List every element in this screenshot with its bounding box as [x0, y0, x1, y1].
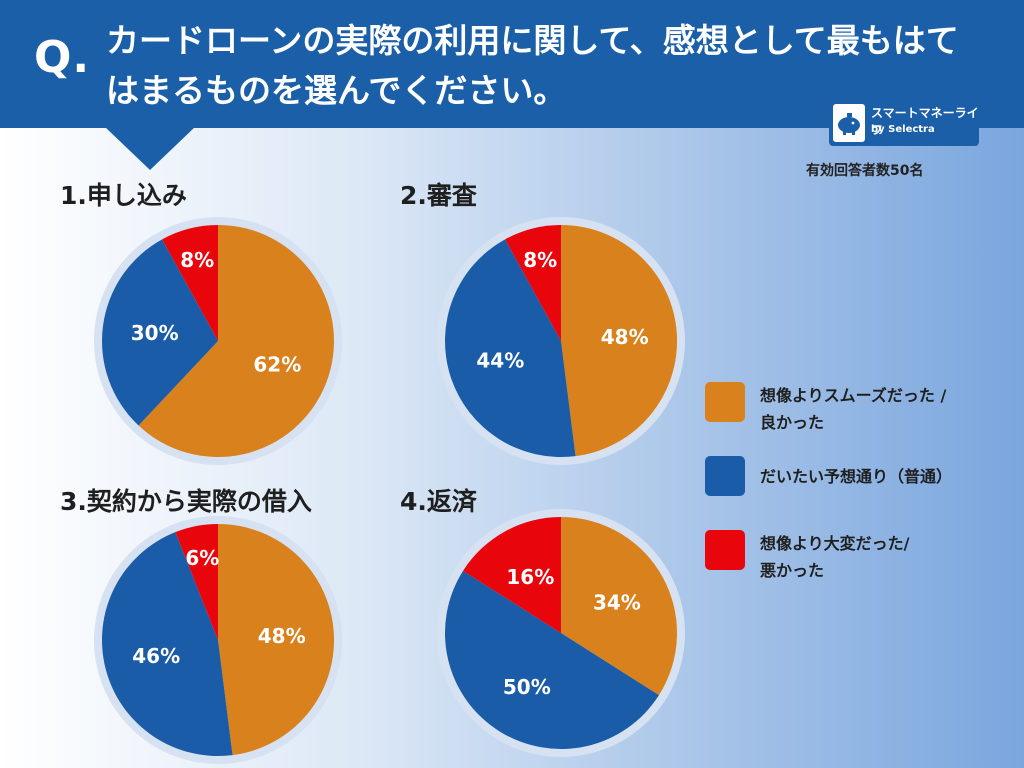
pie-3-slice-good [218, 524, 335, 756]
brand-logo: スマートマネーライフ by Selectra [829, 100, 979, 146]
pie-1-label-normal: 30% [131, 321, 179, 345]
logo-byline: by Selectra [871, 124, 935, 135]
legend-label-good: 想像よりスムーズだった / 良かった [760, 386, 947, 432]
pie-1-slice-normal [102, 239, 218, 426]
question-banner-tail [104, 126, 196, 170]
pie-chart-apply: 62% 30% 8% [94, 217, 342, 465]
legend-swatch-good [705, 382, 745, 422]
pie-2-title: 2.審査 [400, 181, 477, 210]
piggy-bank-icon [833, 104, 865, 142]
pie-3-title: 3.契約から実際の借入 [60, 487, 312, 516]
pie-4-title: 4.返済 [400, 487, 477, 516]
question-mark-label: Q. [34, 32, 91, 83]
pie-3-slice-normal [102, 532, 233, 757]
pie-3-label-bad: 6% [185, 546, 219, 570]
pie-3-label-good: 48% [258, 624, 306, 648]
pie-chart-repayment: 34% 50% 16% [437, 509, 685, 757]
pie-4-label-good: 34% [593, 590, 641, 614]
legend-label-normal: だいたい予想通り（普通） [760, 467, 953, 486]
pie-2-slice-normal [444, 239, 576, 458]
pie-2-slice-good [561, 225, 678, 457]
pie-4-slice-good [561, 517, 678, 696]
pie-1-slice-bad [162, 225, 218, 341]
respondent-count: 有効回答者数50名 [806, 163, 924, 179]
pie-chart-screening: 48% 44% 8% [437, 217, 685, 465]
pie-1-label-bad: 8% [180, 248, 214, 272]
pie-2-label-normal: 44% [476, 349, 524, 373]
question-text: カードローンの実際の利用に関して、感想として最もはてはまるものを選んでください。 [106, 21, 959, 110]
pie-4-slice-normal [444, 570, 659, 750]
legend-swatch-normal [705, 456, 745, 496]
pie-2-label-bad: 8% [523, 248, 557, 272]
pie-3-slice-bad [175, 524, 218, 640]
pie-4-slice-bad [463, 517, 561, 633]
pie-chart-contract-to-borrowing: 48% 46% 6% [94, 516, 342, 764]
pie-1-title: 1.申し込み [60, 181, 187, 210]
pie-2-slice-bad [505, 225, 561, 341]
pie-1-label-good: 62% [253, 353, 301, 377]
legend-swatch-bad [705, 530, 745, 570]
legend-label-bad: 想像より大変だった/ 悪かった [760, 534, 910, 580]
pie-3-label-normal: 46% [132, 644, 180, 668]
logo-name: スマートマネーライフ [871, 106, 979, 137]
pie-1-slice-good [138, 225, 334, 457]
pie-4-label-normal: 50% [503, 675, 551, 699]
pie-4-label-bad: 16% [506, 565, 554, 589]
pie-2-label-good: 48% [601, 325, 649, 349]
